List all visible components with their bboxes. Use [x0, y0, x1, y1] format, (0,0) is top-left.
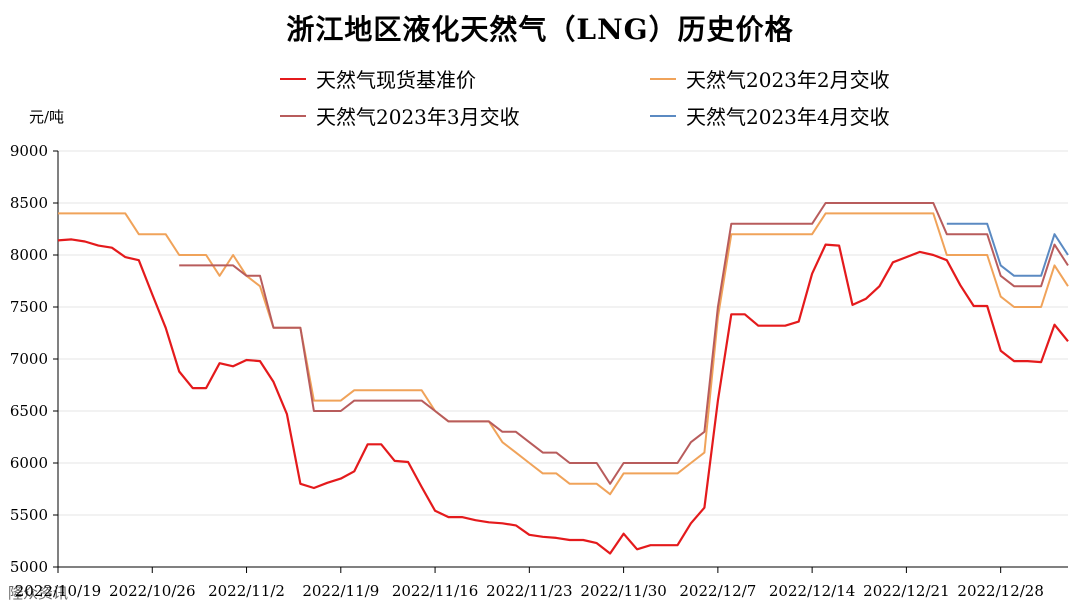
x-tick-label: 2022/12/7: [679, 582, 756, 600]
series-line-1: [58, 212, 1069, 496]
legend-swatch-mar: [280, 114, 306, 117]
x-tick-label: 2022/11/2: [208, 582, 285, 600]
x-tick-label: 2022/12/14: [769, 582, 855, 600]
y-tick-label: 7000: [10, 350, 48, 368]
x-tick-label: 2022/11/23: [486, 582, 572, 600]
y-tick-label: 6000: [10, 454, 48, 472]
y-tick-label: 7500: [10, 298, 48, 316]
legend-item-mar: 天然气2023年3月交收: [280, 101, 520, 130]
y-tick-label: 8000: [10, 246, 48, 264]
y-tick-label: 5500: [10, 506, 48, 524]
legend-swatch-apr: [650, 114, 676, 117]
y-tick-label: 9000: [10, 142, 48, 160]
watermark-text: 隆众资讯: [8, 584, 68, 602]
legend-label-mar: 天然气2023年3月交收: [316, 105, 520, 129]
y-tick-label: 8500: [10, 194, 48, 212]
chart-title: 浙江地区液化天然气（LNG）历史价格: [286, 13, 794, 46]
series-line-2: [179, 202, 1069, 485]
x-tick-label: 2022/10/26: [109, 582, 195, 600]
x-tick-label: 2022/11/30: [580, 582, 666, 600]
legend-item-spot: 天然气现货基准价: [280, 64, 476, 93]
legend-swatch-spot: [280, 77, 306, 80]
legend-label-apr: 天然气2023年4月交收: [686, 105, 890, 129]
y-tick-label: 6500: [10, 402, 48, 420]
legend-item-apr: 天然气2023年4月交收: [650, 101, 890, 130]
series-line-0: [57, 238, 1069, 555]
x-tick-label: 2022/12/21: [863, 582, 949, 600]
x-tick-label: 2022/10/19: [15, 582, 101, 600]
x-tick-label: 2022/12/28: [957, 582, 1043, 600]
legend-label-spot: 天然气现货基准价: [316, 68, 476, 92]
legend-swatch-feb: [650, 77, 676, 80]
legend-item-feb: 天然气2023年2月交收: [650, 64, 890, 93]
x-tick-label: 2022/11/16: [392, 582, 478, 600]
series-line-3: [946, 222, 1069, 277]
x-tick-label: 2022/11/9: [302, 582, 379, 600]
y-tick-label: 5000: [10, 558, 48, 576]
y-axis-unit: 元/吨: [29, 108, 65, 126]
legend-label-feb: 天然气2023年2月交收: [686, 68, 890, 92]
